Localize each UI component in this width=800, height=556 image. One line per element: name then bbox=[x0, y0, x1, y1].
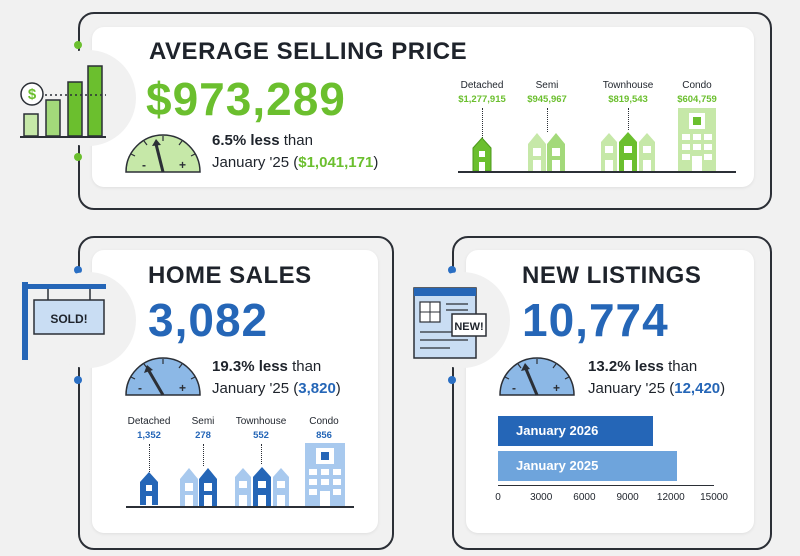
sales-type-value-detached: 1,352 bbox=[137, 430, 161, 441]
sales-baseline bbox=[126, 506, 354, 508]
chart-tick-label: 12000 bbox=[656, 492, 685, 503]
price-type-label-townhouse: Townhouse bbox=[602, 80, 654, 91]
sales-panel-outline bbox=[78, 236, 394, 550]
price-baseline bbox=[458, 171, 736, 173]
svg-text:-: - bbox=[512, 381, 516, 395]
svg-text:+: + bbox=[179, 158, 186, 172]
svg-text:-: - bbox=[138, 381, 142, 395]
leader-line bbox=[149, 444, 150, 472]
semi-house-icon bbox=[180, 468, 217, 506]
detached-house-icon bbox=[472, 137, 492, 172]
price-comparison: 6.5% less than January '25 ($1,041,171) bbox=[212, 130, 378, 174]
condo-icon bbox=[305, 443, 345, 506]
price-type-value-detached: $1,277,915 bbox=[458, 94, 506, 105]
leader-line bbox=[261, 444, 262, 464]
sales-type-label-detached: Detached bbox=[127, 416, 171, 427]
new-listing-document-icon: NEW! bbox=[413, 287, 487, 359]
price-type-label-detached: Detached bbox=[460, 80, 504, 91]
chart-tick-label: 15000 bbox=[700, 492, 728, 503]
price-type-value-semi: $945,967 bbox=[527, 94, 567, 105]
price-type-value-townhouse: $819,543 bbox=[608, 94, 648, 105]
leader-line bbox=[628, 108, 629, 130]
svg-text:$: $ bbox=[28, 86, 37, 103]
leader-line bbox=[482, 108, 483, 138]
sales-type-label-semi: Semi bbox=[191, 416, 215, 427]
price-compare-suffix: ) bbox=[373, 154, 379, 171]
sold-sign-icon: SOLD! bbox=[22, 282, 106, 360]
chart-bar-label: January 2026 bbox=[516, 423, 599, 438]
sales-compare-suffix: ) bbox=[335, 380, 341, 397]
price-gauge-icon: - + bbox=[125, 134, 201, 173]
price-compare-value: $1,041,171 bbox=[298, 154, 374, 171]
connector-dot bbox=[448, 266, 456, 274]
sales-compare-value: 3,820 bbox=[298, 380, 336, 397]
listings-compare-prefix: January '25 ( bbox=[588, 380, 675, 397]
sales-pct: 19.3% less bbox=[212, 358, 288, 375]
detached-house-icon bbox=[140, 472, 158, 505]
chart-bar: January 2026 bbox=[498, 416, 654, 446]
listings-comparison: 13.2% less than January '25 (12,420) bbox=[588, 356, 725, 400]
chart-x-axis bbox=[498, 485, 714, 486]
sales-compare-prefix: January '25 ( bbox=[212, 380, 299, 397]
leader-line bbox=[547, 108, 548, 132]
listings-title: NEW LISTINGS bbox=[522, 262, 702, 289]
sales-title: HOME SALES bbox=[148, 262, 312, 289]
sales-type-value-townhouse: 552 bbox=[253, 430, 269, 441]
svg-text:+: + bbox=[553, 381, 560, 395]
chart-tick-label: 9000 bbox=[616, 492, 639, 503]
connector-dot bbox=[74, 376, 82, 384]
connector-dot bbox=[448, 376, 456, 384]
leader-line bbox=[203, 444, 204, 466]
chart-bar-label: January 2025 bbox=[516, 458, 599, 473]
sales-type-label-townhouse: Townhouse bbox=[235, 416, 287, 427]
price-title: AVERAGE SELLING PRICE bbox=[149, 38, 468, 65]
connector-dot bbox=[74, 266, 82, 274]
townhouse-icon bbox=[601, 132, 655, 171]
price-type-value-condo: $604,759 bbox=[677, 94, 717, 105]
svg-text:-: - bbox=[142, 158, 146, 172]
price-type-label-semi: Semi bbox=[535, 80, 559, 91]
price-bar-chart-icon: $ bbox=[20, 65, 106, 138]
price-compare-prefix: January '25 ( bbox=[212, 154, 299, 171]
listings-panel-outline bbox=[452, 236, 772, 550]
connector-dot bbox=[74, 153, 82, 161]
listings-gauge-icon: - + bbox=[499, 357, 575, 396]
price-value: $973,289 bbox=[146, 73, 346, 125]
listings-compare-suffix: ) bbox=[720, 380, 726, 397]
listings-bar-chart: January 2026 January 2025 0 3000 6000 9000 120… bbox=[495, 410, 728, 510]
semi-house-icon bbox=[528, 133, 565, 171]
sales-comparison: 19.3% less than January '25 (3,820) bbox=[212, 356, 341, 400]
sales-gauge-icon: - + bbox=[125, 357, 201, 396]
connector-dot bbox=[74, 41, 82, 49]
sales-type-value-condo: 856 bbox=[316, 430, 332, 441]
sales-value: 3,082 bbox=[148, 294, 269, 346]
sold-sign-text: SOLD! bbox=[50, 312, 87, 326]
svg-text:+: + bbox=[179, 381, 186, 395]
townhouse-icon bbox=[235, 467, 289, 506]
new-badge-text: NEW! bbox=[454, 321, 483, 333]
sales-than: than bbox=[292, 358, 322, 375]
condo-icon bbox=[678, 108, 716, 171]
listings-compare-value: 12,420 bbox=[674, 380, 721, 397]
price-pct: 6.5% less bbox=[212, 132, 280, 149]
listings-pct: 13.2% less bbox=[588, 358, 664, 375]
listings-value: 10,774 bbox=[522, 294, 669, 346]
price-than: than bbox=[283, 132, 313, 149]
listings-than: than bbox=[668, 358, 698, 375]
chart-tick-label: 3000 bbox=[530, 492, 553, 503]
chart-bar: January 2025 bbox=[498, 451, 677, 481]
sales-type-label-condo: Condo bbox=[309, 416, 339, 427]
price-type-label-condo: Condo bbox=[682, 80, 712, 91]
sales-type-value-semi: 278 bbox=[195, 430, 211, 441]
chart-tick-label: 0 bbox=[495, 492, 501, 503]
chart-tick-label: 6000 bbox=[573, 492, 596, 503]
